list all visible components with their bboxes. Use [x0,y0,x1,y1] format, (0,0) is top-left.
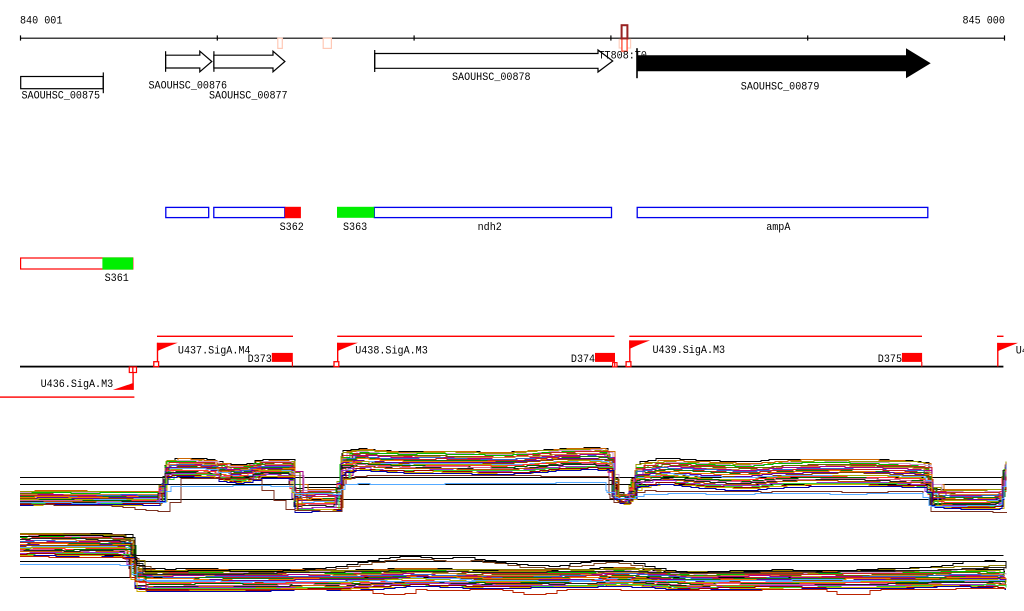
svg-text:S362: S362 [280,222,304,234]
svg-text:U439.SigA.M3: U439.SigA.M3 [653,345,726,357]
svg-text:S361: S361 [105,273,130,285]
svg-text:D375: D375 [878,354,902,366]
svg-text:D374: D374 [571,354,596,366]
svg-text:SAOUHSC_00879: SAOUHSC_00879 [741,82,820,94]
svg-text:SAOUHSC_00878: SAOUHSC_00878 [452,72,531,84]
svg-text:840 001: 840 001 [20,16,63,28]
svg-text:SAOUHSC_00877: SAOUHSC_00877 [209,91,288,103]
svg-text:SAOUHSC_00875: SAOUHSC_00875 [22,91,101,103]
svg-text:SAOUHSC_00876: SAOUHSC_00876 [149,81,228,93]
svg-text:U438.SigA.M3: U438.SigA.M3 [355,345,428,357]
svg-text:TT808:T0: TT808:T0 [599,51,647,63]
svg-text:U437.SigA.M4: U437.SigA.M4 [178,345,251,357]
svg-text:U436.SigA.M3: U436.SigA.M3 [41,379,114,391]
svg-text:U440.SigA: U440.SigA [1016,345,1024,357]
svg-text:S363: S363 [343,222,367,234]
svg-text:845 000: 845 000 [963,16,1005,28]
svg-text:ndh2: ndh2 [478,222,502,234]
svg-text:ampA: ampA [766,222,791,234]
svg-text:D373: D373 [248,354,272,366]
